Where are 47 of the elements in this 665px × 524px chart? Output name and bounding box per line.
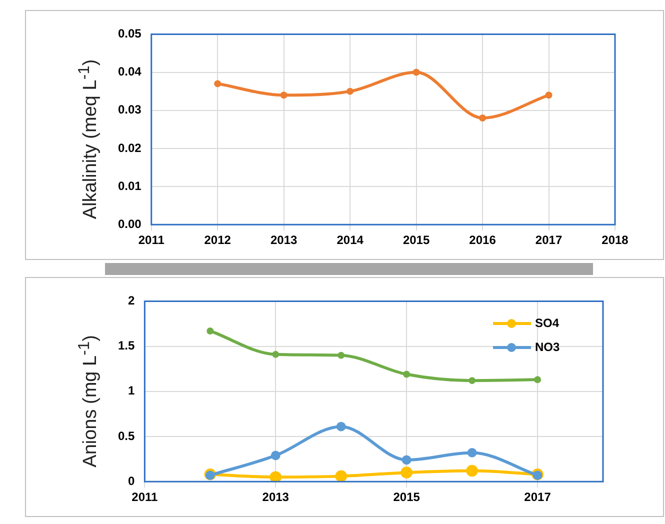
y-tick-label: 0.00 (118, 216, 142, 231)
x-tick-label: 2018 (602, 233, 629, 248)
point (403, 370, 410, 378)
point (532, 470, 542, 480)
point (205, 470, 215, 480)
point (400, 466, 412, 478)
legend-label: SO4 (535, 316, 560, 330)
point (270, 450, 280, 460)
x-tick-label: 2017 (535, 233, 562, 248)
legend-label: NO3 (535, 340, 560, 354)
point (412, 68, 420, 76)
x-tick-label: 2017 (524, 490, 552, 504)
point (335, 470, 348, 482)
point (214, 80, 222, 88)
point (270, 471, 282, 482)
point (402, 455, 412, 465)
y-tick-label: 0.01 (118, 178, 142, 193)
point (272, 350, 280, 358)
y-tick-label: 1.5 (118, 338, 135, 353)
x-tick-label: 2014 (336, 233, 364, 248)
y-tick-label: 0.05 (118, 26, 142, 41)
x-tick-label: 2016 (469, 233, 496, 248)
point (534, 376, 542, 384)
y-tick-label: 1 (128, 384, 135, 398)
x-tick-label: 2013 (262, 490, 290, 504)
y-tick-label: 0.02 (118, 140, 142, 155)
point (346, 88, 354, 95)
point (280, 92, 288, 99)
point (336, 422, 346, 432)
x-tick-label: 2011 (132, 490, 158, 504)
x-tick-label: 2011 (138, 233, 165, 248)
x-tick-label: 2015 (393, 490, 420, 504)
point (479, 114, 486, 122)
point (206, 327, 214, 334)
y-tick-label: 0.03 (118, 102, 142, 117)
y-tick-label: 0.5 (118, 428, 135, 443)
point (467, 448, 477, 458)
y-tick-label: 0.04 (118, 64, 142, 79)
y-tick-label: 2 (128, 294, 135, 308)
x-tick-label: 2015 (402, 233, 430, 248)
point (545, 92, 552, 99)
point (338, 352, 345, 359)
x-tick-label: 2013 (270, 233, 298, 248)
point (466, 464, 478, 477)
x-tick-label: 2012 (204, 233, 232, 248)
point (468, 377, 476, 384)
y-tick-label: 0 (128, 474, 135, 488)
